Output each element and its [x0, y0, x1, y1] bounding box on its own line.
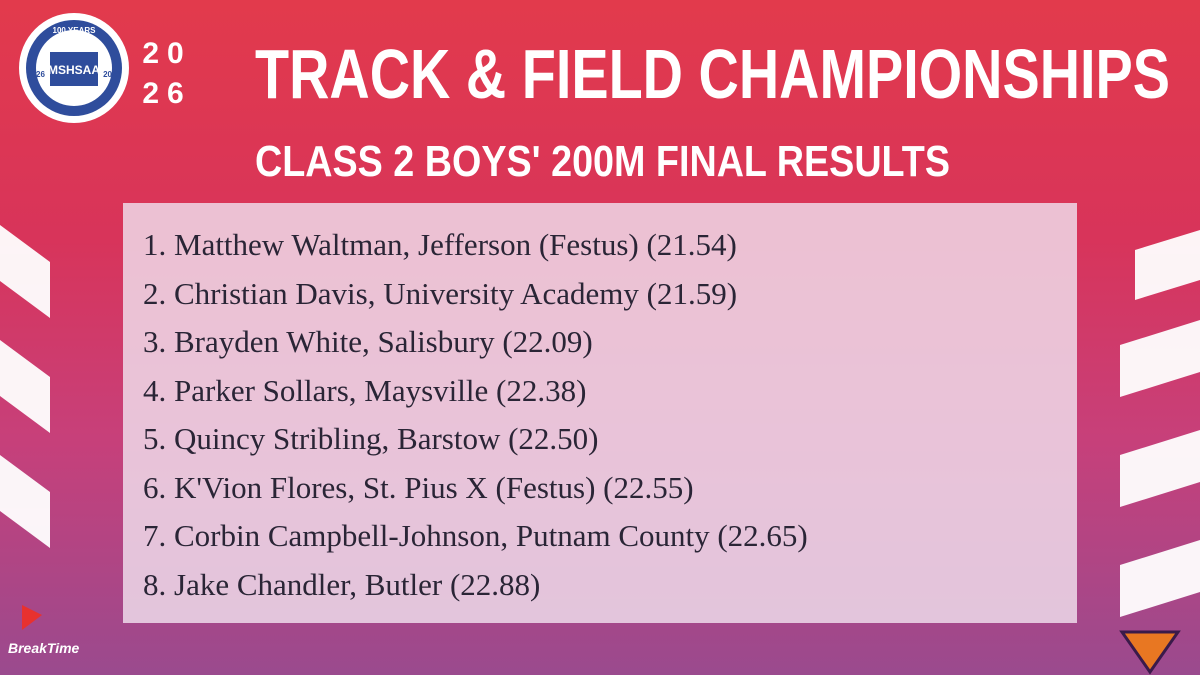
results-panel: 1. Matthew Waltman, Jefferson (Festus) (…	[123, 203, 1077, 623]
subtitle: CLASS 2 BOYS' 200M FINAL RESULTS	[255, 137, 950, 186]
sponsor-mark	[22, 605, 42, 630]
title: TRACK & FIELD CHAMPIONSHIPS	[255, 35, 1170, 113]
result-row: 4. Parker Sollars, Maysville (22.38)	[143, 372, 587, 408]
logo: 100 YEARS MSHSAA 1926 2026	[19, 13, 129, 123]
result-row: 2. Christian Davis, University Academy (…	[143, 275, 738, 311]
sponsor: BreakTime	[8, 640, 80, 656]
result-row: 7. Corbin Campbell-Johnson, Putnam Count…	[143, 518, 808, 553]
results-list: 1. Matthew Waltman, Jefferson (Festus) (…	[123, 203, 1077, 609]
logo-name: MSHSAA	[48, 63, 100, 77]
result-row: 3. Brayden White, Salisbury (22.09)	[143, 324, 593, 359]
side-stripes	[0, 225, 1200, 617]
result-row: 5. Quincy Stribling, Barstow (22.50)	[143, 421, 599, 456]
school-logo	[1119, 630, 1181, 675]
result-row: 8. Jake Chandler, Butler (22.88)	[143, 566, 541, 602]
result-row: 1. Matthew Waltman, Jefferson (Festus) (…	[143, 227, 737, 262]
result-row: 6. K'Vion Flores, St. Pius X (Festus) (2…	[143, 469, 694, 505]
year-top: 20	[142, 37, 191, 70]
logo-start: 1926	[27, 70, 45, 79]
year-bottom: 26	[142, 77, 191, 110]
logo-years: 100 YEARS	[53, 26, 97, 35]
logo-end: 2026	[103, 70, 121, 79]
